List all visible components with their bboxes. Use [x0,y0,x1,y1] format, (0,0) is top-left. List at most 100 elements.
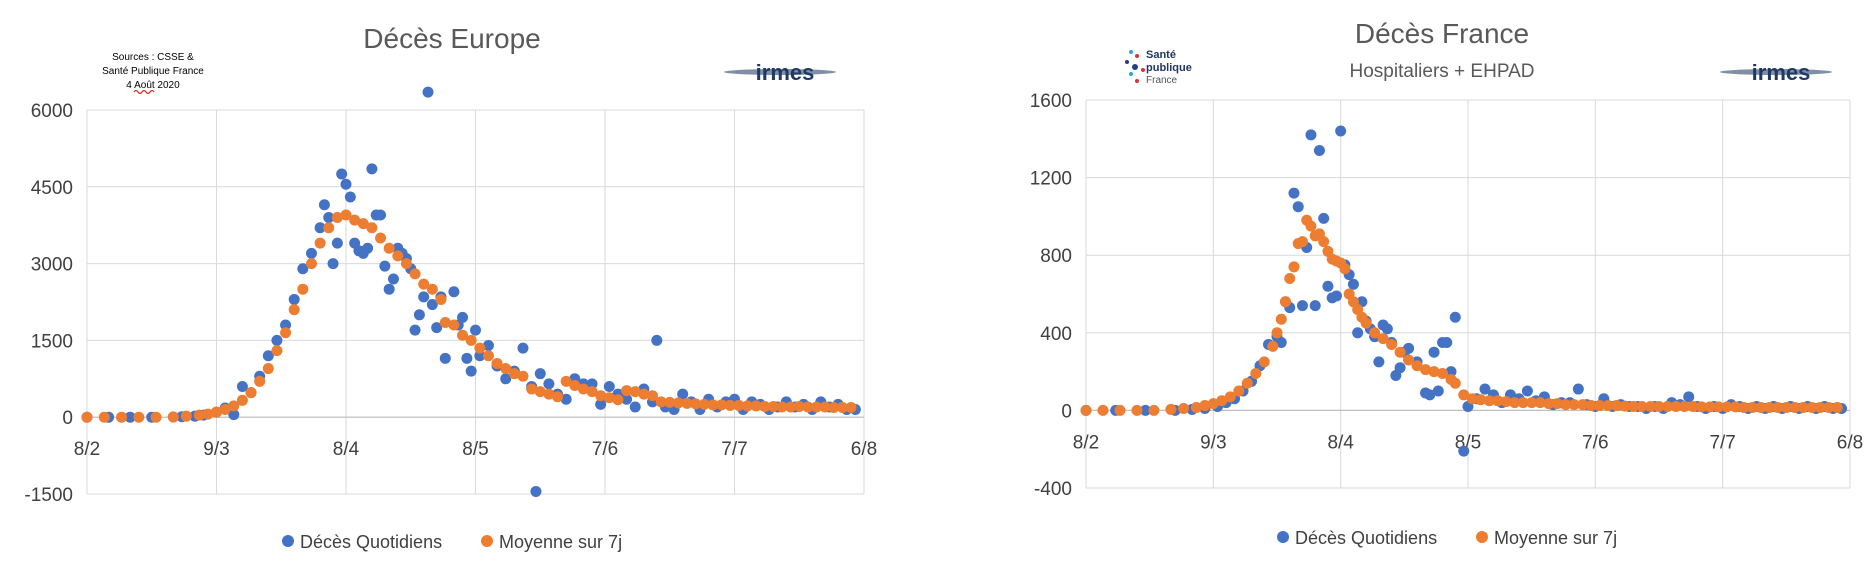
chart-europe: Décès Europe Sources : CSSE & Santé Publ… [24,23,877,552]
data-point [314,237,326,249]
data-point [228,409,240,421]
irmes-logo-text: irmes [756,60,815,85]
y-tick-label: -400 [1034,479,1072,500]
data-point [271,334,283,346]
data-point [1449,311,1461,323]
data-point [297,263,309,275]
data-point [785,401,797,413]
data-point [254,375,266,387]
data-point [1428,346,1440,358]
x-tick-label: 8/2 [74,439,100,460]
x-tick-label: 8/5 [462,439,488,460]
data-point [1288,187,1300,199]
data-point [323,222,335,234]
data-point [1292,201,1304,213]
data-point [1437,368,1449,380]
data-point [435,293,447,305]
data-point [1475,394,1487,406]
data-point [716,399,728,411]
data-point [366,222,378,234]
data-point [202,408,214,420]
x-tick-label: 8/2 [1073,432,1099,453]
y-tick-label: 0 [1061,401,1072,422]
source-note-line-2: Santé Publique France [102,66,204,77]
spf-logo-line-1: Santé [1146,49,1176,61]
data-point [1772,401,1784,413]
y-tick-label: -1500 [24,485,73,506]
data-point [1721,401,1733,413]
data-point [357,218,369,230]
data-point [1517,397,1529,409]
data-point [1704,401,1716,413]
data-point [387,273,399,285]
data-point [344,191,356,203]
data-point [750,400,762,412]
data-point [517,342,529,354]
data-point [1449,377,1461,389]
data-point [1403,342,1415,354]
data-point [366,163,378,175]
data-point [1394,362,1406,374]
data-point [733,399,745,411]
data-point [362,242,374,254]
data-point [1330,290,1342,302]
data-point [98,411,110,423]
y-tick-label: 0 [62,408,73,429]
data-point [1131,404,1143,416]
data-point [655,396,667,408]
data-point [1318,236,1330,248]
data-point [1500,396,1512,408]
data-point [262,350,274,362]
data-point [577,383,589,395]
x-tick-label: 7/7 [1709,432,1735,453]
data-point [1602,400,1614,412]
data-point [470,324,481,336]
data-point [586,386,598,398]
data-point [651,334,663,346]
x-tick-label: 6/8 [1837,432,1863,453]
data-point [461,352,473,364]
data-point [1712,401,1724,413]
data-point [1309,300,1321,312]
x-tick-label: 9/3 [1200,432,1226,453]
data-point [776,401,788,413]
data-point [409,268,421,280]
data-point [603,392,615,404]
data-point [340,178,352,190]
data-point [1738,401,1750,413]
data-point [1296,300,1308,312]
data-point [336,168,348,180]
data-point [375,209,387,221]
data-point [280,319,292,331]
legend-label-daily: Décès Quotidiens [300,532,442,552]
data-point [280,327,292,339]
data-point [1687,401,1699,413]
y-tick-label: 4500 [31,178,73,199]
series-deces-quotidiens [81,86,861,497]
data-point [340,209,352,221]
data-point [1492,395,1504,407]
data-point [1420,364,1432,376]
data-point [543,388,555,400]
data-point [1339,263,1351,275]
irmes-logo-text: irmes [1752,60,1811,85]
data-point [1509,397,1521,409]
data-point [603,380,615,392]
data-point [845,401,857,413]
data-point [1373,356,1385,368]
data-point [1611,400,1623,412]
data-point [491,357,503,369]
source-note-line-1: Sources : CSSE & [112,52,194,63]
data-point [1458,389,1470,401]
data-point [1305,220,1317,232]
data-point [1534,397,1546,409]
x-tick-label: 7/7 [721,439,747,460]
data-point [1318,212,1330,224]
data-point [116,411,128,423]
irmes-logo: irmes [724,60,836,85]
data-point [1424,389,1436,401]
data-point [418,291,430,303]
data-point [327,258,339,270]
data-point [379,260,391,272]
